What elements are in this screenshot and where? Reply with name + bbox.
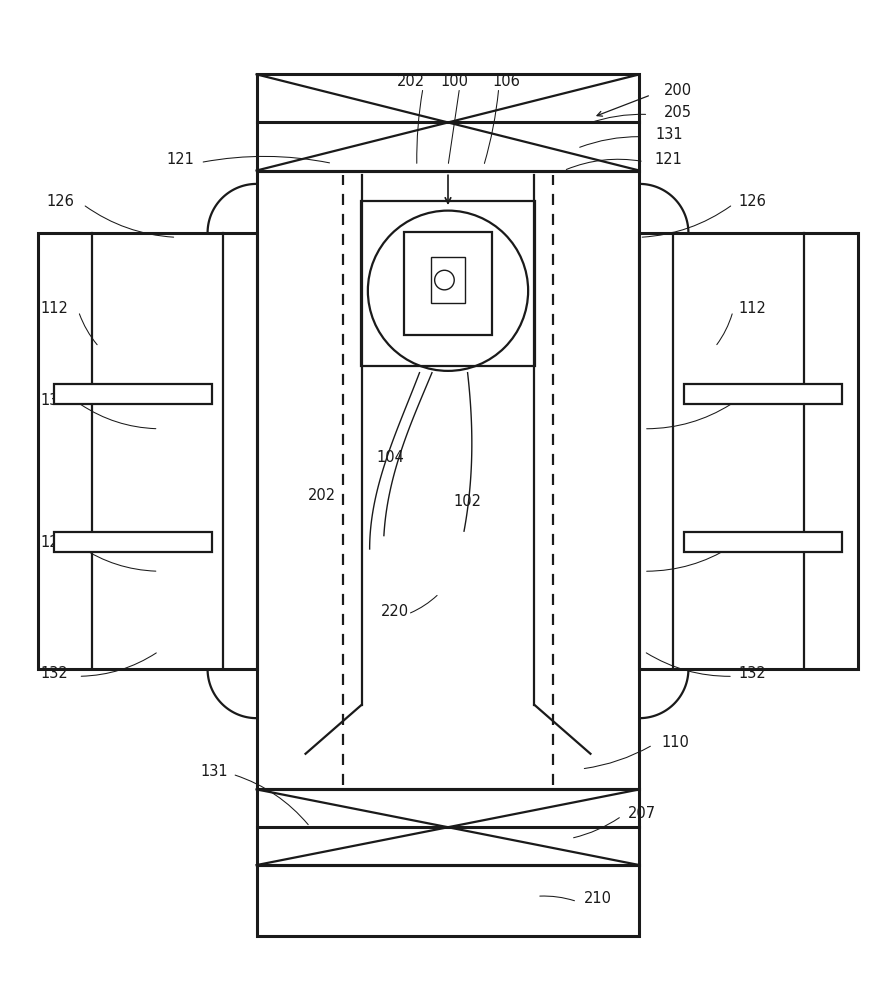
Text: 205: 205 [664,105,692,120]
Text: 121: 121 [655,152,683,167]
Text: 106: 106 [493,74,521,89]
Bar [640,233,857,669]
Text: 110: 110 [661,735,689,750]
Text: 102: 102 [453,494,481,509]
Text: 112: 112 [738,301,766,316]
Bar [55,532,212,552]
Text: 132: 132 [40,393,68,408]
Bar [404,232,492,335]
Bar [256,171,640,789]
Text: 210: 210 [583,891,612,906]
Text: 100: 100 [440,74,469,89]
Bar [256,74,640,171]
Text: 220: 220 [381,604,409,619]
Bar [361,201,535,366]
Bar [684,532,841,552]
Text: 126: 126 [40,535,68,550]
Text: 132: 132 [40,666,68,681]
Text: 132: 132 [738,393,766,408]
Bar [39,233,256,669]
Bar [256,789,640,865]
Bar [684,384,841,404]
Text: 131: 131 [655,127,683,142]
Text: 112: 112 [40,301,68,316]
Text: 104: 104 [376,450,404,465]
Text: 202: 202 [307,488,336,503]
Bar [256,865,640,936]
Text: 126: 126 [738,535,766,550]
Text: 121: 121 [167,152,194,167]
Text: 207: 207 [628,806,656,821]
Text: 202: 202 [397,74,425,89]
Bar [55,384,212,404]
Text: 126: 126 [738,194,766,209]
Text: 200: 200 [664,83,692,98]
Bar [431,257,465,303]
Text: 126: 126 [47,194,74,209]
Text: 132: 132 [738,666,766,681]
Text: 131: 131 [201,764,228,779]
